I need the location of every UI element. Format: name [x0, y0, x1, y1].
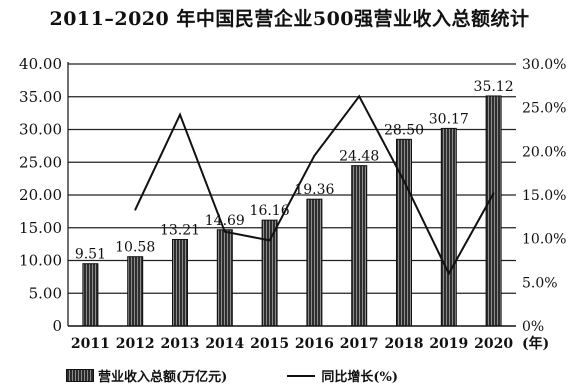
bars [82, 95, 502, 327]
legend-line-label: 同比增长(%) [321, 370, 398, 385]
bar [485, 95, 502, 327]
bar [396, 138, 412, 327]
growth-point [268, 239, 271, 242]
category-label: 2019 [429, 336, 468, 352]
left-tick-label: 35.00 [19, 88, 62, 106]
x-unit-label: (年) [522, 335, 549, 352]
bar-value-label: 30.17 [429, 111, 469, 127]
bar-value-label: 9.51 [75, 247, 106, 263]
growth-point [179, 113, 181, 116]
left-tick-label: 5.00 [29, 284, 62, 302]
growth-point [224, 230, 226, 233]
growth-point [492, 192, 495, 195]
legend: 营业收入总额(万亿元) 同比增长(%) [66, 366, 398, 385]
category-label: 2015 [250, 336, 289, 352]
category-label: 2018 [385, 336, 424, 352]
bar [440, 127, 457, 327]
right-tick-label: 20.0% [522, 144, 566, 160]
growth-point [403, 180, 405, 182]
bar [351, 165, 368, 327]
right-tick-label: 15.0% [522, 188, 566, 204]
bar-value-label: 19.36 [294, 182, 334, 198]
bar [127, 256, 144, 327]
bar [261, 219, 278, 327]
right-tick-label: 5.0% [522, 275, 558, 291]
bar-value-label: 28.50 [384, 122, 424, 138]
axes: 0 5.00 10.00 15.00 20.00 25.00 30.00 35.00 40.00… [19, 55, 566, 352]
right-tick-label: 25.0% [522, 101, 566, 117]
category-label: 2016 [295, 336, 334, 352]
legend-bar-label: 营业收入总额(万亿元) [98, 370, 228, 385]
bar-value-label: 35.12 [474, 79, 514, 95]
right-tick-label: 30.0% [522, 57, 566, 73]
right-tick-label: 0% [522, 319, 544, 335]
growth-point [134, 209, 136, 211]
category-label: 2017 [340, 336, 379, 352]
bar-value-label: 13.21 [160, 222, 200, 238]
left-tick-label: 30.00 [19, 121, 62, 139]
growth-point [313, 154, 316, 157]
bar-value-label: 10.58 [115, 240, 155, 256]
category-label: 2012 [116, 336, 155, 352]
bar-value-label: 24.48 [339, 149, 379, 165]
legend-bar-swatch [66, 369, 94, 382]
growth-line [134, 94, 495, 276]
left-tick-label: 40.00 [19, 55, 62, 73]
category-label: 2013 [161, 336, 200, 352]
right-tick-label: 10.0% [522, 232, 566, 248]
category-label: 2014 [205, 336, 244, 352]
growth-point [358, 95, 361, 98]
category-label: 2020 [474, 336, 513, 352]
left-tick-label: 0 [52, 317, 62, 335]
bar-value-label: 16.16 [250, 203, 290, 219]
bar [216, 229, 233, 327]
growth-point [448, 272, 450, 275]
legend-line-swatch [287, 374, 316, 377]
left-tick-label: 20.00 [19, 186, 62, 204]
left-tick-label: 15.00 [19, 219, 62, 237]
left-tick-label: 25.00 [19, 153, 62, 171]
bar-value-label: 14.69 [205, 213, 245, 229]
bar [306, 198, 323, 327]
chart-title: 2011–2020 年中国民营企业500强营业收入总额统计 [49, 8, 530, 30]
left-tick-label: 10.00 [19, 252, 62, 270]
category-label: 2011 [71, 336, 110, 352]
bar [172, 238, 188, 327]
bar [82, 263, 99, 327]
